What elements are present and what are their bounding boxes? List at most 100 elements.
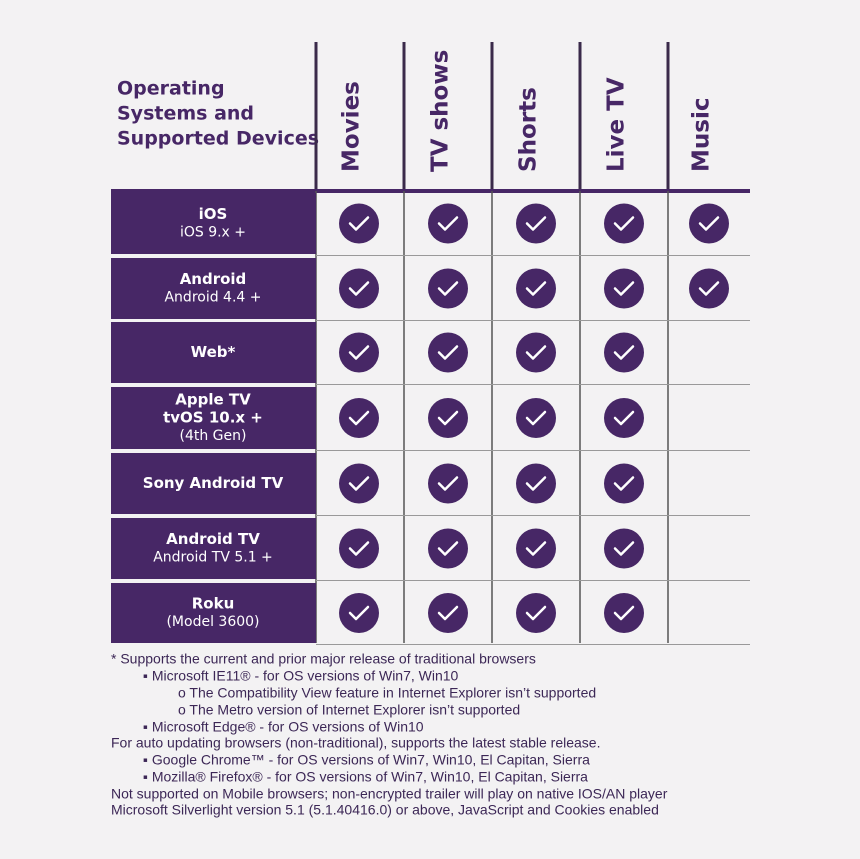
check-tick <box>437 410 459 426</box>
check-tick <box>525 281 547 296</box>
row-label-box <box>111 518 316 579</box>
check-tick <box>437 605 459 621</box>
check-mark <box>689 268 729 309</box>
check-tick <box>348 410 370 426</box>
check-mark <box>516 332 556 373</box>
check-tick <box>525 605 547 621</box>
check-tick <box>613 345 635 360</box>
check-tick <box>613 281 635 296</box>
check-mark <box>428 398 468 438</box>
column-header: TV shows <box>428 50 454 172</box>
check-circle <box>604 398 644 438</box>
footnote: * Supports the current and prior major r… <box>111 651 536 667</box>
check-mark <box>689 203 729 244</box>
row-label-box <box>111 453 316 514</box>
check-circle <box>604 593 644 633</box>
check-circle <box>339 528 379 569</box>
check-mark <box>428 332 468 373</box>
row-label: (4th Gen) <box>180 428 247 444</box>
check-circle <box>339 463 379 504</box>
check-mark <box>428 463 468 504</box>
check-mark <box>339 463 379 504</box>
check-circle <box>516 268 556 309</box>
row-label: Android TV <box>166 530 260 548</box>
check-mark <box>516 203 556 244</box>
check-tick <box>348 281 370 296</box>
row-label-box <box>111 258 316 319</box>
check-tick <box>613 216 635 231</box>
check-mark <box>339 528 379 569</box>
check-tick <box>437 476 459 491</box>
column-header: Movies <box>339 81 365 172</box>
check-tick <box>348 605 370 621</box>
check-tick <box>437 345 459 360</box>
footnote: o The Metro version of Internet Explorer… <box>178 702 520 718</box>
row-label: iOS 9.x + <box>180 225 246 241</box>
check-tick <box>698 216 720 231</box>
notes: * Supports the current and prior major r… <box>111 651 668 818</box>
check-circle <box>339 398 379 438</box>
check-circle <box>604 268 644 309</box>
check-circle <box>516 463 556 504</box>
check-circle <box>428 398 468 438</box>
check-tick <box>437 541 459 556</box>
check-mark <box>516 268 556 309</box>
check-circle <box>339 332 379 373</box>
row-label-box <box>111 583 316 643</box>
check-tick <box>525 345 547 360</box>
check-mark <box>428 268 468 309</box>
check-mark <box>604 332 644 373</box>
footnote: Not supported on Mobile browsers; non-en… <box>111 786 668 802</box>
check-mark <box>516 398 556 438</box>
check-circle <box>428 593 468 633</box>
footnote: For auto updating browsers (non-traditio… <box>111 735 601 751</box>
check-mark <box>339 593 379 633</box>
check-mark <box>339 203 379 244</box>
header-title: Operating <box>117 78 225 100</box>
check-circle <box>339 268 379 309</box>
check-mark <box>428 528 468 569</box>
check-tick <box>348 216 370 231</box>
check-tick <box>437 216 459 231</box>
check-mark <box>604 463 644 504</box>
row-label: tvOS 10.x + <box>163 409 263 427</box>
check-tick <box>698 281 720 296</box>
check-tick <box>348 541 370 556</box>
header-title: Supported Devices <box>117 128 319 150</box>
footnote: ▪ Microsoft IE11® - for OS versions of W… <box>143 668 459 684</box>
check-circle <box>516 203 556 244</box>
row-label: Apple TV <box>175 391 251 409</box>
check-tick <box>437 281 459 296</box>
check-mark <box>516 463 556 504</box>
check-tick <box>525 410 547 426</box>
check-mark <box>604 593 644 633</box>
row-label-box <box>111 322 316 383</box>
check-tick <box>348 476 370 491</box>
check-tick <box>525 476 547 491</box>
header-title: Systems and <box>117 103 254 125</box>
row-label: iOS <box>199 205 228 223</box>
row-label: Android <box>180 270 247 288</box>
check-mark <box>604 203 644 244</box>
footnote: ▪ Mozilla® Firefox® - for OS versions of… <box>143 769 588 785</box>
check-tick <box>613 541 635 556</box>
check-tick <box>613 410 635 426</box>
check-circle <box>516 528 556 569</box>
check-circle <box>428 332 468 373</box>
check-mark <box>516 528 556 569</box>
check-mark <box>516 593 556 633</box>
check-tick <box>613 476 635 491</box>
check-mark <box>339 332 379 373</box>
row-label: Android 4.4 + <box>164 290 261 306</box>
check-mark <box>604 268 644 309</box>
row-label-box <box>111 387 316 449</box>
check-circle <box>604 463 644 504</box>
check-circle <box>689 203 729 244</box>
check-tick <box>348 345 370 360</box>
check-circle <box>604 332 644 373</box>
row-label: Roku <box>192 595 235 613</box>
check-mark <box>428 203 468 244</box>
column-header: Music <box>689 98 715 172</box>
column-header: Shorts <box>516 87 542 172</box>
row-label: Android TV 5.1 + <box>153 550 273 566</box>
